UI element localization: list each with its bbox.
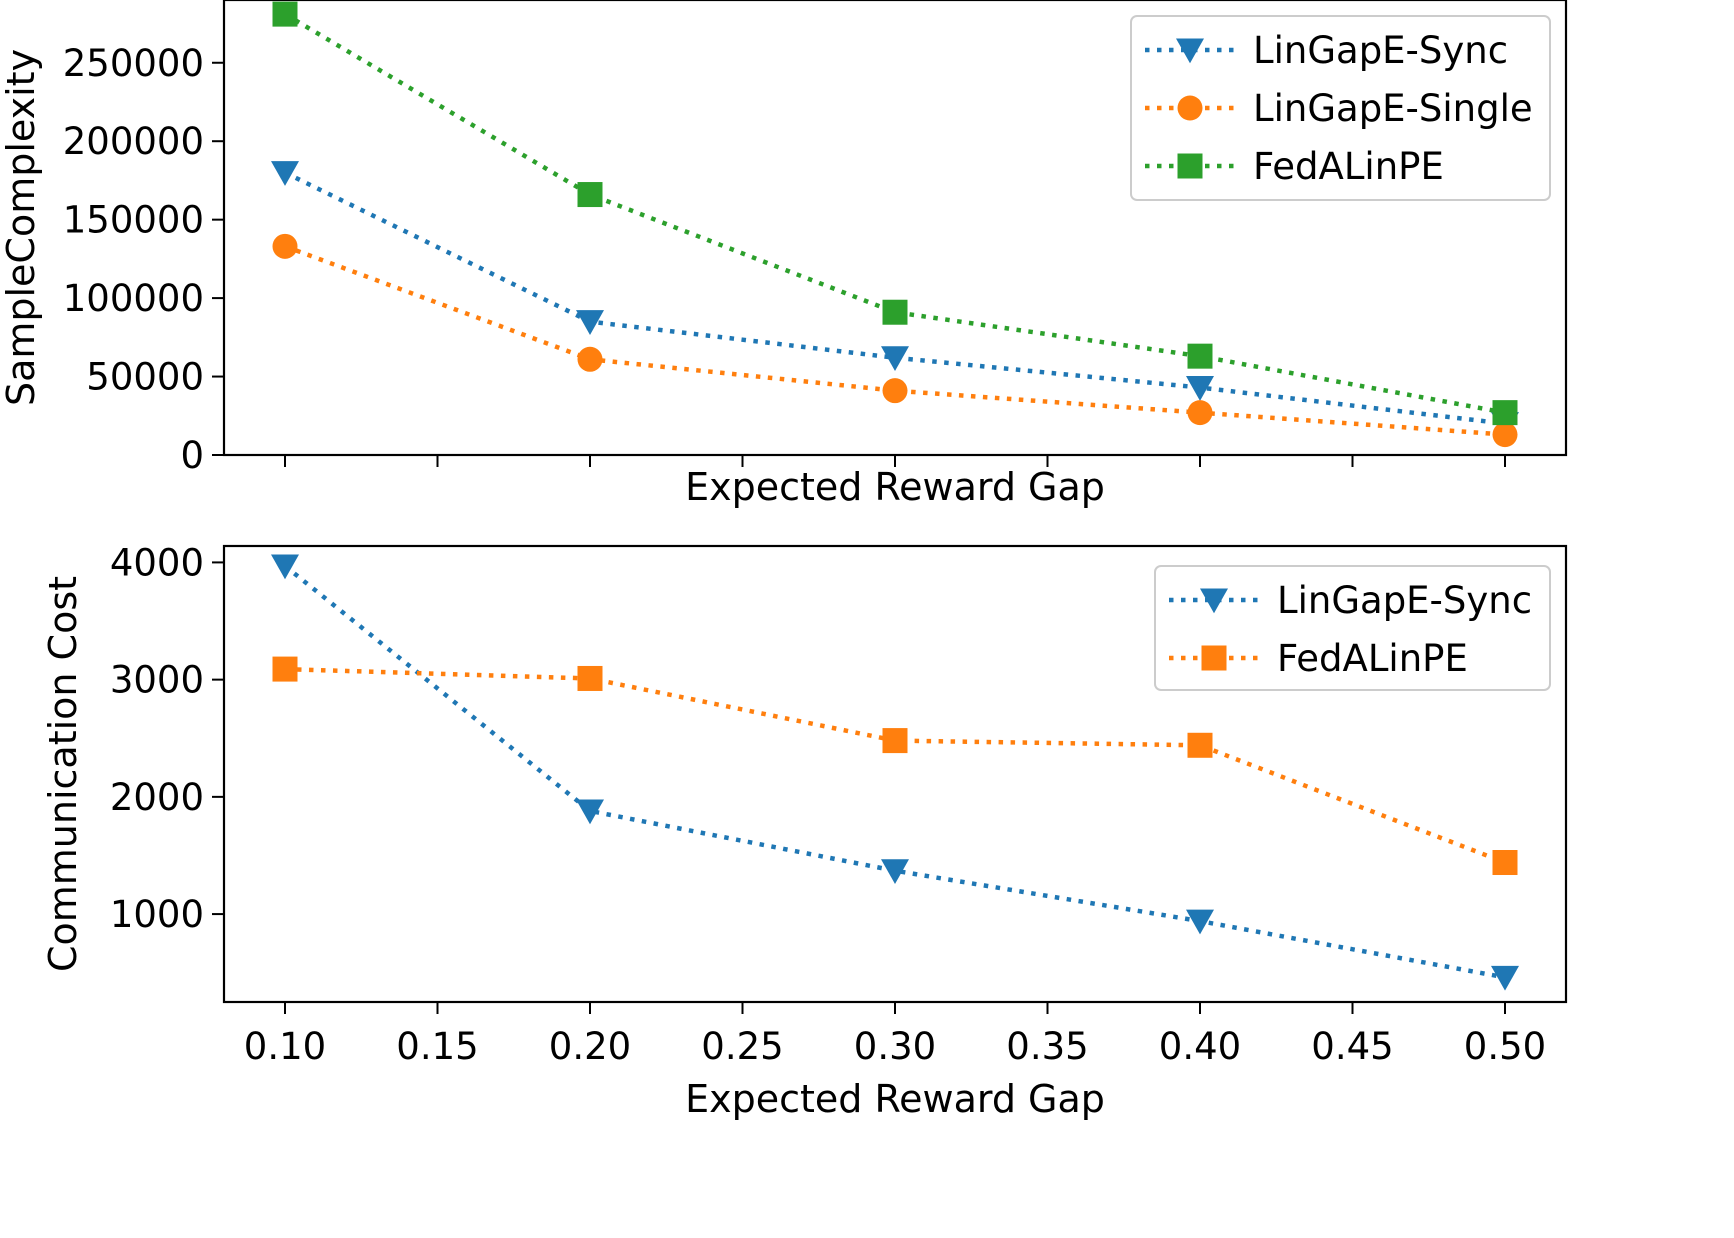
data-point: [882, 378, 908, 404]
legend-entry: LinGapE-Sync: [1169, 579, 1532, 622]
y-axis-label: Communication Cost: [41, 576, 85, 972]
legend-label: LinGapE-Sync: [1253, 29, 1508, 72]
communication-cost-panel: 0.10 0.15 0.20 0.25 0.30 0.35 0.40 0.45 0.50 1000…: [41, 541, 1568, 1121]
data-point: [1187, 400, 1213, 426]
legend-label: FedALinPE: [1253, 145, 1444, 188]
data-point: [576, 310, 604, 335]
series-line: [284, 244, 1506, 437]
data-point: [576, 799, 604, 825]
data-point: [1492, 400, 1518, 426]
data-point: [272, 233, 298, 259]
legend-label: FedALinPE: [1277, 637, 1468, 680]
y-tick-label: 4000: [110, 541, 204, 584]
series-1: [272, 233, 1518, 448]
legend-label: LinGapE-Sync: [1277, 579, 1532, 622]
data-point: [1491, 965, 1519, 991]
series-line: [283, 12, 1506, 415]
legend-marker: [1177, 153, 1203, 179]
legend-marker: [1200, 588, 1228, 614]
data-point: [881, 859, 909, 885]
data-point: [271, 161, 299, 186]
y-tick-label: 250000: [63, 42, 204, 85]
x-tick-label: 0.25: [701, 1025, 783, 1068]
legend-entry: FedALinPE: [1145, 145, 1444, 188]
y-tick-label: 200000: [63, 120, 204, 163]
x-tick-label: 0.20: [549, 1025, 631, 1068]
data-point: [1186, 376, 1214, 401]
legend: LinGapE-Sync LinGapE-Single FedALinPE: [1130, 15, 1551, 201]
data-point: [577, 346, 603, 372]
legend-marker: [1176, 38, 1204, 64]
x-tick-label: 0.50: [1464, 1025, 1546, 1068]
data-point: [577, 665, 603, 691]
legend-marker: [1201, 645, 1227, 671]
data-point: [882, 728, 908, 754]
y-tick-label: 100000: [63, 277, 204, 320]
series-1: [272, 656, 1518, 876]
series-0: [271, 554, 1519, 991]
y-tick-label: 0: [180, 434, 204, 477]
data-point: [1187, 343, 1213, 369]
data-point: [272, 1, 298, 27]
legend-marker: [1177, 95, 1203, 121]
data-point: [1492, 850, 1518, 876]
x-axis-label: Expected Reward Gap: [685, 465, 1105, 509]
data-point: [272, 656, 298, 682]
legend-label: LinGapE-Single: [1253, 87, 1533, 130]
y-tick-label: 3000: [110, 659, 204, 702]
data-point: [881, 346, 909, 372]
x-tick-label: 0.15: [396, 1025, 478, 1068]
y-tick-label: 1000: [110, 893, 204, 936]
x-tick-label: 0.40: [1159, 1025, 1241, 1068]
series-2: [272, 1, 1518, 426]
y-tick-label: 150000: [63, 199, 204, 242]
x-tick-label: 0.35: [1006, 1025, 1088, 1068]
data-point: [577, 182, 603, 208]
data-point: [1186, 909, 1214, 935]
legend-box: [1130, 15, 1551, 201]
series-line: [284, 666, 1506, 865]
legend-entry: LinGapE-Single: [1145, 87, 1533, 130]
sample-complexity-panel: 0 50000 100000 150000 200000 250000 Expected R…: [0, 0, 1568, 509]
y-axis-label: SampleComplexity: [0, 49, 43, 406]
y-tick-label: 50000: [86, 356, 204, 399]
x-tick-label: 0.10: [244, 1025, 326, 1068]
data-point: [271, 554, 299, 580]
legend-entry: LinGapE-Sync: [1145, 29, 1508, 72]
data-point: [882, 299, 908, 325]
legend: LinGapE-Sync FedALinPE: [1154, 565, 1551, 691]
legend-entry: FedALinPE: [1169, 637, 1468, 680]
x-tick-label: 0.30: [854, 1025, 936, 1068]
y-tick-label: 2000: [110, 776, 204, 819]
x-tick-label: 0.45: [1311, 1025, 1393, 1068]
x-axis-label: Expected Reward Gap: [685, 1077, 1105, 1121]
data-point: [1492, 422, 1518, 448]
data-point: [1187, 732, 1213, 758]
